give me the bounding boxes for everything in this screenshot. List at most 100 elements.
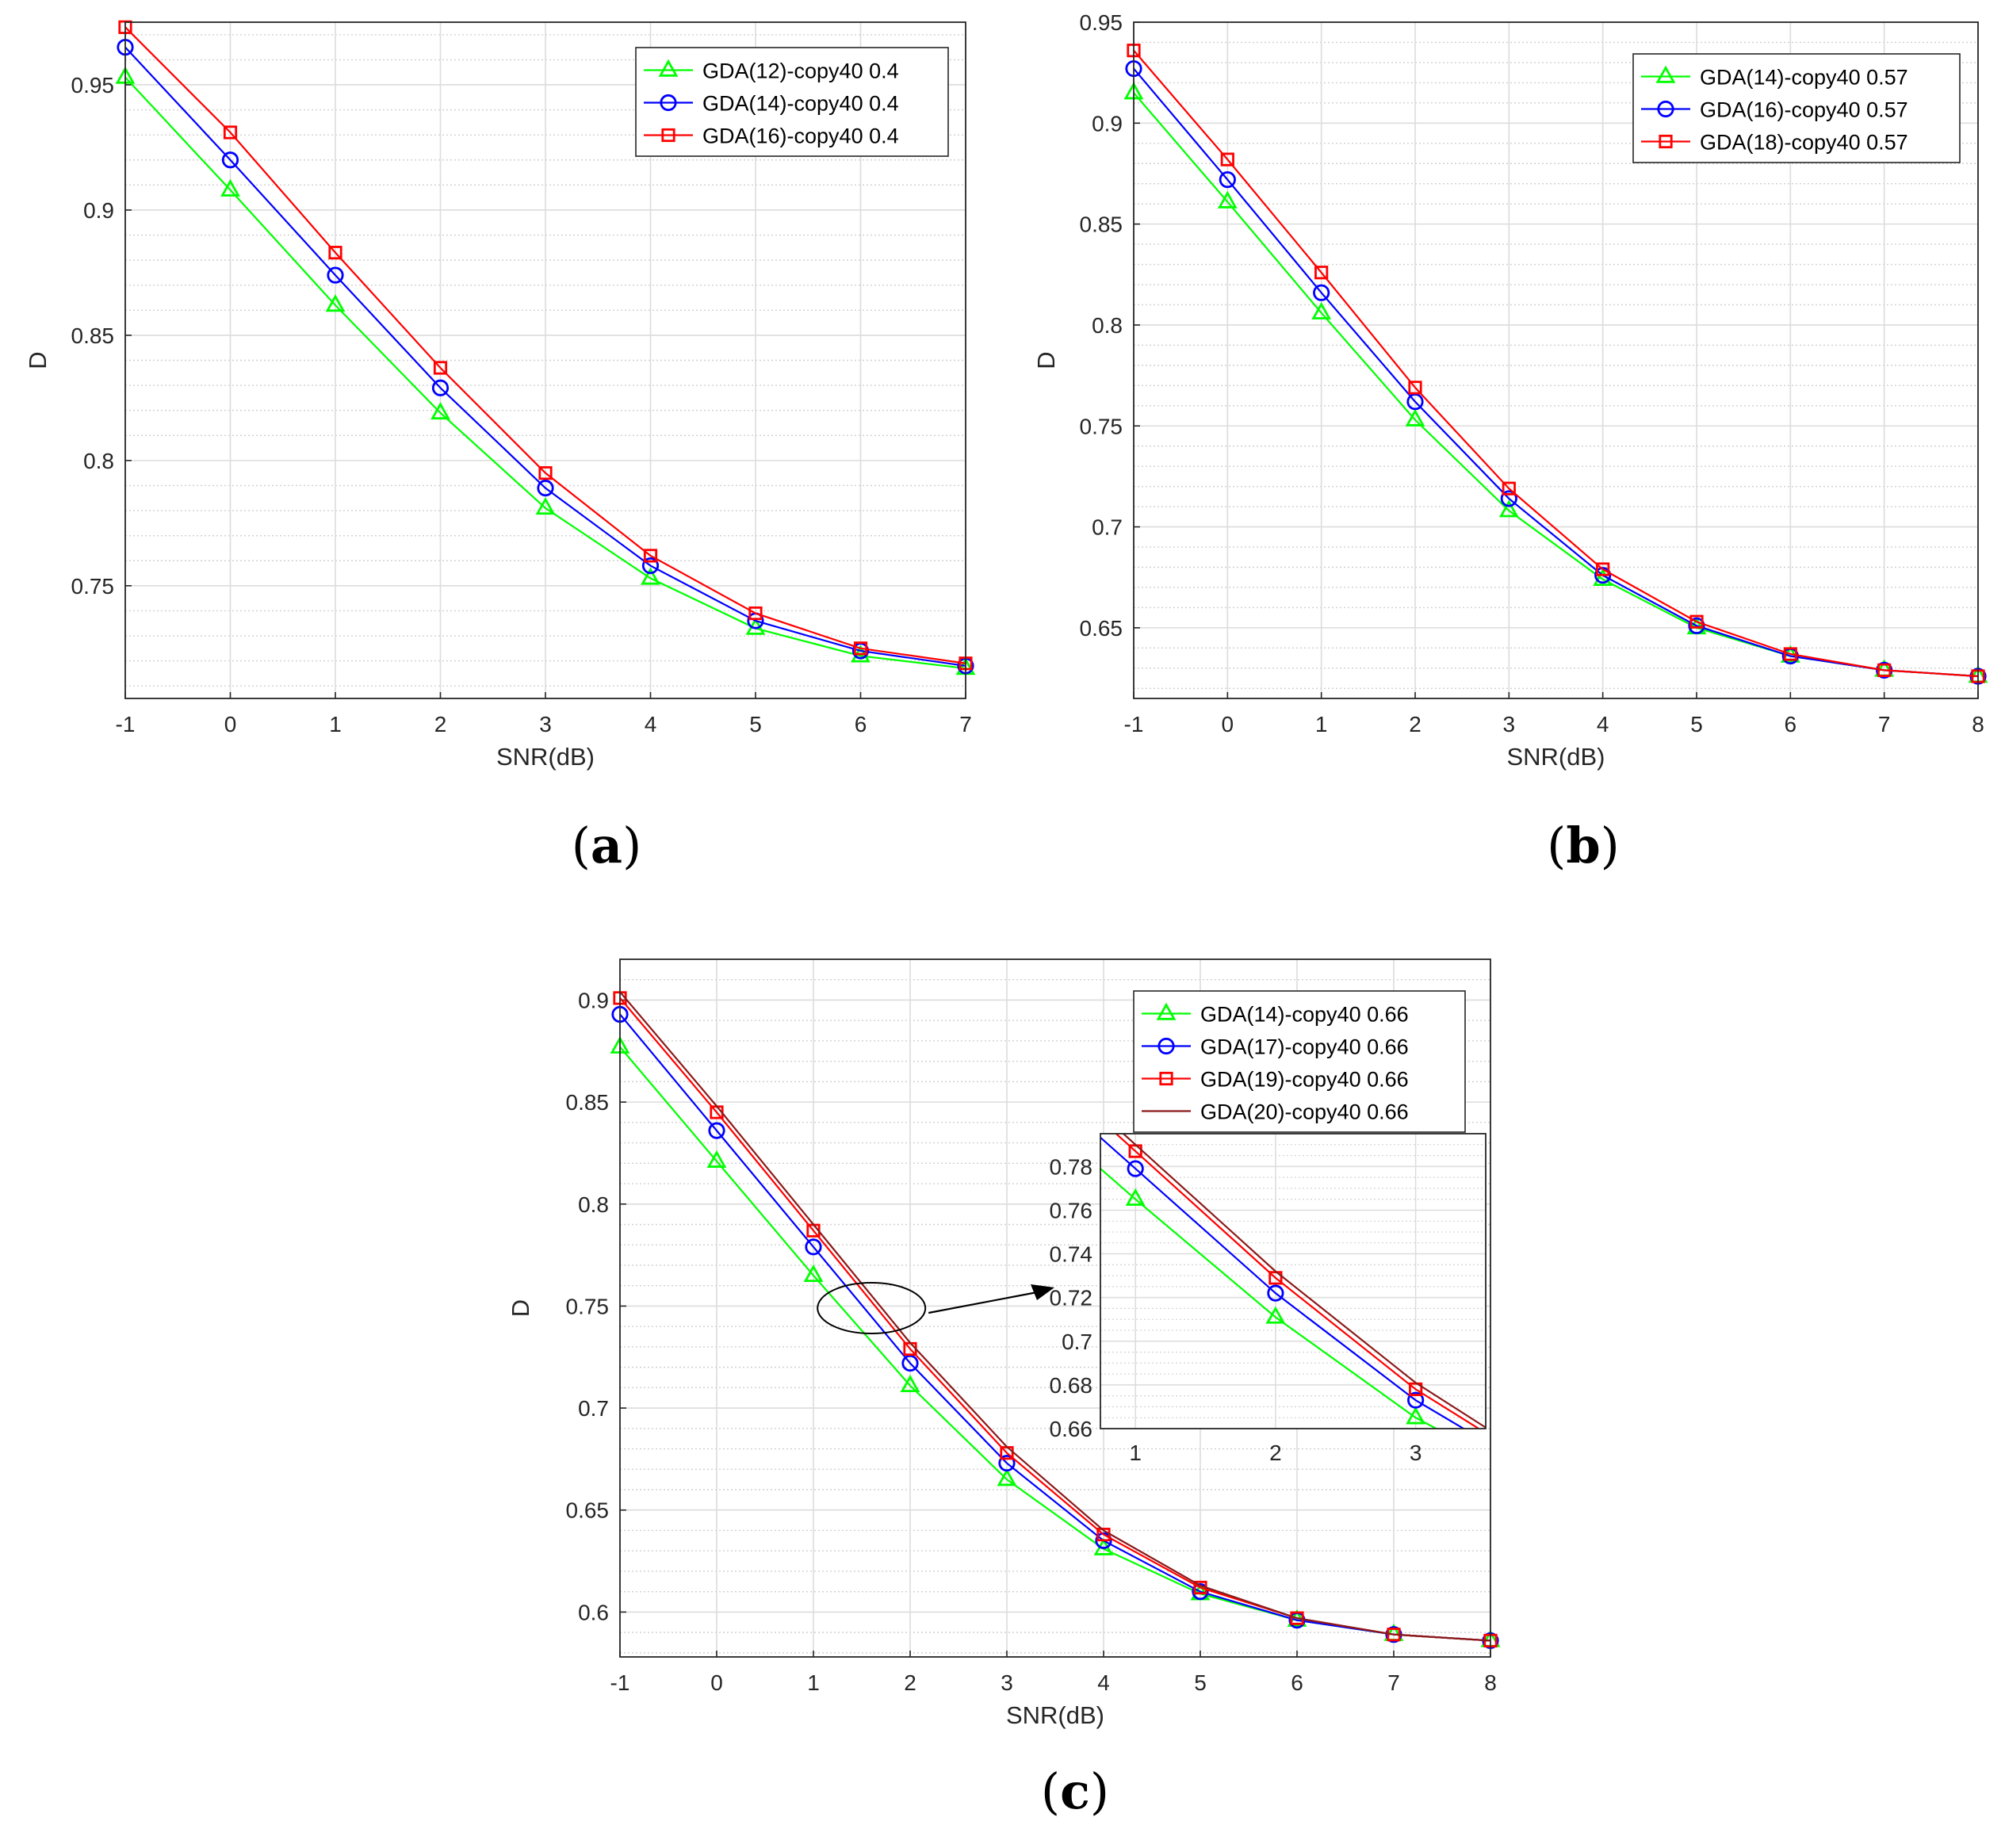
chart-c-xtick-label: 1: [807, 1670, 820, 1695]
chart-c-legend-label: GDA(19)-copy40 0.66: [1200, 1068, 1409, 1092]
chart-c-ytick-label: 0.9: [578, 988, 609, 1012]
chart-b-series-2-point: [1408, 381, 1422, 395]
chart-a-legend-label: GDA(16)-copy40 0.4: [702, 124, 899, 148]
chart-b-series-2-point: [1314, 266, 1329, 280]
chart-b-ytick-label: 0.8: [1092, 313, 1123, 338]
chart-c-xtick-label: 4: [1097, 1670, 1110, 1695]
chart-c-series-1-point: [1095, 1532, 1112, 1549]
chart-b-ytick-label: 0.9: [1092, 111, 1123, 136]
inset-ytick-label: 0.78: [1050, 1154, 1093, 1179]
inset-series-1-point: [1127, 1160, 1144, 1177]
chart-c-series-1-point: [901, 1354, 919, 1372]
chart-b-series-1-point: [1219, 171, 1236, 189]
chart-b-ylabel: D: [1032, 351, 1060, 369]
chart-b-series-2-point: [1783, 647, 1797, 661]
chart-b-axes-frame: [1133, 21, 1979, 699]
chart-c-legend-marker: [1156, 1002, 1177, 1020]
chart-c-xtick-label: 5: [1194, 1670, 1207, 1695]
chart-c-series-0-point: [803, 1264, 824, 1283]
chart-b-xtick-label: 1: [1315, 712, 1328, 737]
chart-b-series-0-point: [1498, 499, 1519, 518]
chart-b-xtick-label: 8: [1972, 712, 1984, 737]
chart-c: -1 0 1 2 3 4 5 6 7 8 0.6 0.65 0.7 0.75 0.8 0.85 0.9 SNR(d…: [507, 958, 1501, 1729]
chart-a-series-1-point: [431, 379, 450, 396]
chart-c-legend-label: GDA(17)-copy40 0.66: [1200, 1035, 1409, 1059]
chart-c-xlabel: SNR(dB): [1006, 1701, 1104, 1729]
chart-c-series-0-point: [900, 1374, 920, 1392]
chart-a-xtick-label: 5: [749, 712, 762, 737]
chart-c-legend-marker: [1157, 1037, 1175, 1055]
chart-b-series-1-point: [1594, 567, 1612, 584]
chart-c-axes-frame: [619, 958, 1491, 1658]
chart-b-series-2-line: [1133, 49, 1979, 678]
chart-a-xtick-label: 2: [434, 712, 447, 737]
chart-a-series-0-point: [325, 294, 346, 312]
caption-a: (a): [572, 817, 642, 874]
chart-c-ytick-label: 0.65: [566, 1498, 610, 1523]
chart-a-series-1-point: [221, 151, 239, 169]
chart-a-series-1-point: [641, 557, 660, 575]
chart-b-xtick-label: 0: [1222, 712, 1234, 737]
chart-a-xtick-label: 0: [224, 712, 237, 737]
inset-xtick-label: 2: [1269, 1441, 1282, 1465]
chart-a-legend-marker: [660, 94, 677, 112]
chart-b-legend-marker: [1659, 134, 1673, 149]
chart-b-series-1-point: [1313, 284, 1330, 301]
chart-b-legend-label: GDA(14)-copy40 0.57: [1700, 66, 1908, 90]
chart-c-xtick-label: 6: [1291, 1670, 1303, 1695]
chart-b-ytick-label: 0.7: [1092, 515, 1123, 540]
chart-b-ytick-label: 0.85: [1080, 212, 1123, 237]
chart-b-ytick-label: 0.65: [1080, 616, 1123, 641]
chart-a-series-0-line: [124, 76, 966, 670]
chart-b-xtick-label: 4: [1597, 712, 1609, 737]
chart-b-series-2-point: [1689, 614, 1704, 629]
inset-plot-area: [1100, 1134, 1486, 1429]
inset-series-0-point: [1125, 1188, 1146, 1206]
zoom-arrow-line: [928, 1288, 1050, 1314]
chart-c-ylabel: D: [507, 1299, 534, 1317]
chart-a-xlabel: SNR(dB): [496, 743, 595, 771]
chart-a-xtick-label: -1: [116, 712, 136, 737]
chart-a-series-0-point: [535, 497, 556, 515]
chart-a-axes-frame: [124, 21, 966, 699]
inset-ytick-label: 0.68: [1050, 1373, 1093, 1398]
chart-b-series-1-point: [1688, 617, 1705, 634]
inset-xtick-label: 1: [1129, 1441, 1142, 1465]
chart-b-series-1-line: [1133, 67, 1979, 678]
chart-b-xtick-label: 3: [1503, 712, 1516, 737]
chart-b-legend-marker: [1655, 65, 1676, 83]
inset-ytick-label: 0.7: [1062, 1330, 1092, 1354]
chart-a-ytick-label: 0.9: [83, 198, 114, 223]
inset-xtick-label: 3: [1410, 1441, 1422, 1465]
inset-series-0-point: [1406, 1406, 1426, 1425]
inset-series-1-point: [1407, 1391, 1425, 1409]
chart-a-series-1-line: [124, 46, 966, 668]
chart-c-series-2-point: [1290, 1611, 1304, 1625]
chart-b-ytick-label: 0.95: [1080, 10, 1123, 35]
inset-ytick-label: 0.72: [1050, 1286, 1093, 1310]
chart-a-ytick-label: 0.95: [71, 73, 115, 98]
chart-b-series-2-point: [1596, 562, 1610, 576]
chart-c-legend: [1133, 990, 1466, 1133]
chart-b-series-2-point: [1220, 152, 1234, 166]
inset-series-0-point: [1265, 1306, 1286, 1324]
zoom-arrow-head: [1031, 1284, 1054, 1300]
chart-b-xtick-label: 6: [1785, 712, 1797, 737]
chart-a: -1 0 1 2 3 4 5 6 7 0.75 0.8 0.85 0.9 0.95 SNR(dB) D GDA(…: [24, 20, 976, 771]
chart-a-legend-label: GDA(12)-copy40 0.4: [702, 59, 899, 83]
chart-a-series-2-point: [748, 606, 763, 621]
chart-c-ytick-label: 0.7: [578, 1396, 609, 1421]
chart-a-series-2-point: [328, 246, 342, 260]
chart-a-ytick-label: 0.8: [83, 449, 114, 473]
chart-a-ytick-label: 0.85: [71, 323, 115, 348]
chart-c-series-0-point: [706, 1150, 727, 1168]
zoom-ellipse: [817, 1282, 927, 1334]
chart-a-legend-label: GDA(14)-copy40 0.4: [702, 92, 899, 116]
chart-a-series-0-point: [641, 567, 660, 585]
chart-a-series-1-point: [537, 480, 554, 497]
chart-b-ytick-label: 0.75: [1080, 414, 1123, 438]
chart-b-xtick-label: 5: [1690, 712, 1703, 737]
chart-c-series-1-point: [998, 1454, 1016, 1472]
chart-b-xtick-label: 2: [1409, 712, 1421, 737]
